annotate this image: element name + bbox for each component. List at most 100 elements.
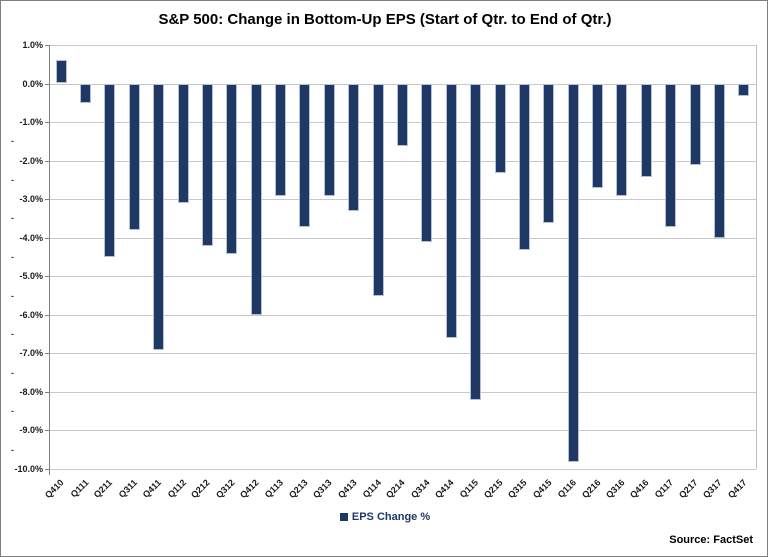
x-axis-tick-label-Q411: Q411 (140, 477, 164, 500)
bar-Q317 (714, 84, 725, 238)
x-axis-tick-label-Q311: Q311 (116, 477, 139, 500)
gridline (49, 161, 756, 162)
y-axis-minor-tick: - (11, 291, 14, 301)
x-axis-tick-label-Q214: Q214 (384, 477, 408, 501)
y-axis-tick (45, 353, 49, 354)
x-axis-tick-label-Q213: Q213 (286, 477, 310, 501)
y-axis-tick-label: -9.0% (19, 425, 43, 435)
bar-Q211 (104, 84, 115, 257)
y-axis-tick (45, 84, 49, 85)
x-axis-tick-label-Q416: Q416 (628, 477, 651, 501)
legend: EPS Change % (1, 511, 767, 523)
x-axis-tick-label-Q117: Q117 (652, 477, 676, 500)
bar-Q411 (153, 84, 164, 350)
x-axis-tick-label-Q314: Q314 (408, 477, 432, 501)
bar-Q115 (470, 84, 481, 400)
x-axis-tick-label-Q115: Q115 (457, 477, 481, 500)
x-axis-tick-label-Q216: Q216 (579, 477, 603, 501)
x-axis-tick-label-Q113: Q113 (262, 477, 286, 500)
gridline (49, 430, 756, 431)
gridline (49, 353, 756, 354)
x-axis-tick-label-Q217: Q217 (676, 477, 700, 501)
x-axis-tick-label-Q316: Q316 (603, 477, 627, 501)
y-axis-tick-label: -1.0% (19, 117, 43, 127)
y-axis-tick (45, 430, 49, 431)
bar-Q312 (226, 84, 237, 254)
bar-Q111 (80, 84, 91, 103)
x-axis-tick-label-Q313: Q313 (311, 477, 334, 501)
x-axis-tick-label-Q116: Q116 (555, 477, 578, 500)
y-axis-tick-label: -8.0% (19, 387, 43, 397)
y-axis-tick (45, 199, 49, 200)
gridline (49, 392, 756, 393)
x-axis-tick-label-Q212: Q212 (189, 477, 213, 501)
y-axis-minor-tick: - (11, 445, 14, 455)
bar-Q212 (202, 84, 213, 246)
x-axis-tick-label-Q215: Q215 (481, 477, 505, 501)
bar-Q214 (397, 84, 408, 146)
bar-Q413 (348, 84, 359, 211)
x-axis-tick-label-Q317: Q317 (701, 477, 724, 501)
bar-Q415 (543, 84, 554, 223)
y-axis-tick (45, 161, 49, 162)
x-axis-tick-label-Q112: Q112 (165, 477, 188, 500)
gridline (49, 45, 756, 46)
y-axis-tick (45, 315, 49, 316)
bar-Q217 (690, 84, 701, 165)
gridline (49, 276, 756, 277)
bar-Q113 (275, 84, 286, 196)
bar-Q213 (299, 84, 310, 227)
bar-Q414 (446, 84, 457, 338)
bar-Q112 (178, 84, 189, 203)
bar-Q416 (641, 84, 652, 177)
y-axis-minor-tick: - (11, 175, 14, 185)
plot-area (49, 45, 757, 470)
bar-Q216 (592, 84, 603, 188)
bar-Q313 (324, 84, 335, 196)
x-axis-tick-label-Q414: Q414 (433, 477, 456, 501)
chart-title: S&P 500: Change in Bottom-Up EPS (Start … (158, 11, 612, 28)
y-axis-minor-tick: - (11, 213, 14, 223)
gridline (49, 238, 756, 239)
y-axis-tick-label: -3.0% (19, 194, 43, 204)
legend-label: EPS Change % (351, 511, 431, 523)
x-axis-tick-label-Q111: Q111 (68, 477, 91, 500)
y-axis-minor-tick: - (11, 329, 14, 339)
x-axis-tick-label-Q211: Q211 (92, 477, 115, 500)
x-axis-tick-label-Q412: Q412 (238, 477, 261, 501)
x-axis-tick-label-Q415: Q415 (530, 477, 554, 501)
y-axis-tick (45, 469, 49, 470)
y-axis-minor-tick: - (11, 406, 14, 416)
x-axis-tick-label-Q315: Q315 (506, 477, 529, 501)
bar-Q412 (251, 84, 262, 315)
bar-Q215 (495, 84, 506, 173)
x-axis-tick-label-Q114: Q114 (360, 477, 383, 500)
bar-Q410 (56, 60, 67, 83)
y-axis-tick-label: -10.0% (14, 464, 43, 474)
bar-Q117 (665, 84, 676, 227)
y-axis-tick (45, 45, 49, 46)
y-axis-tick-label: -2.0% (19, 156, 43, 166)
x-axis-tick-label-Q417: Q417 (725, 477, 749, 501)
y-axis-tick-label: -4.0% (19, 233, 43, 243)
y-axis-tick-label: -6.0% (19, 310, 43, 320)
x-axis-tick-label-Q413: Q413 (335, 477, 359, 501)
bar-Q116 (568, 84, 579, 462)
legend-marker-icon (339, 513, 348, 521)
y-axis-tick-label: 1.0% (22, 40, 43, 50)
bar-Q315 (519, 84, 530, 250)
gridline (49, 199, 756, 200)
gridline (49, 315, 756, 316)
y-axis-tick-label: 0.0% (22, 79, 43, 89)
x-axis-tick-label-Q410: Q410 (43, 477, 66, 501)
y-axis-tick (45, 238, 49, 239)
y-axis-line (49, 45, 50, 475)
x-axis-tick-label-Q312: Q312 (213, 477, 237, 501)
bar-Q417 (738, 84, 749, 96)
bar-Q316 (616, 84, 627, 196)
bar-Q114 (373, 84, 384, 296)
y-axis-tick (45, 392, 49, 393)
y-axis-minor-tick: - (11, 252, 14, 262)
y-axis-minor-tick: - (11, 368, 14, 378)
